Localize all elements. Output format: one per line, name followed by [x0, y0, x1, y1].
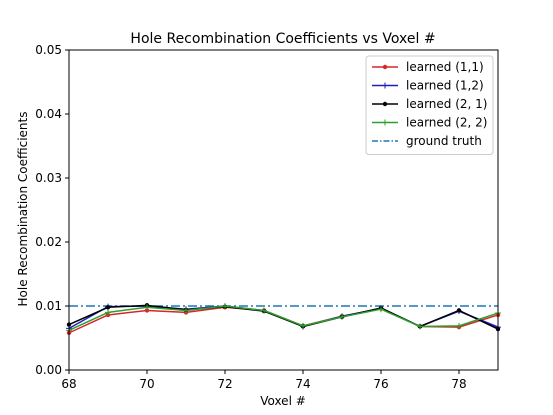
data-point	[105, 305, 111, 310]
x-tick-label: 78	[451, 377, 466, 391]
data-point	[144, 304, 150, 311]
data-point	[456, 308, 462, 313]
data-point	[339, 313, 345, 320]
legend: learned (1,1) learned (1,2) learned (2, 1)…	[365, 55, 494, 155]
legend-label: learned (1,2)	[406, 79, 484, 93]
plot-frame	[68, 49, 499, 371]
data-point	[300, 322, 306, 329]
chart-title: Hole Recombination Coefficients vs Voxel…	[130, 31, 435, 47]
legend-entry: learned (2, 1)	[372, 97, 487, 111]
legend-box	[365, 55, 494, 155]
y-axis-label: Hole Recombination Coefficients	[16, 112, 30, 307]
x-tick-label: 76	[373, 377, 388, 391]
x-tick-label: 72	[217, 377, 232, 391]
x-tick-label: 70	[139, 377, 154, 391]
y-tick-label: 0.00	[35, 363, 62, 377]
y-tick-label: 0.02	[35, 235, 62, 249]
data-point	[183, 307, 189, 314]
legend-label: learned (2, 1)	[406, 97, 487, 111]
data-point	[144, 308, 150, 313]
data-point	[456, 322, 462, 329]
y-tick-label: 0.05	[35, 43, 62, 57]
data-point	[378, 306, 384, 313]
legend-marker	[382, 82, 388, 89]
data-point	[417, 323, 423, 330]
legend-label: ground truth	[406, 134, 482, 148]
plot-area	[66, 303, 501, 336]
x-axis-label: Voxel #	[260, 394, 306, 408]
legend-marker	[382, 101, 388, 107]
x-axis-ticks: 68 70 72 74 76 78	[61, 370, 467, 391]
data-point	[105, 309, 111, 316]
legend-marker	[382, 64, 388, 70]
legend-label: learned (1,1)	[406, 60, 484, 74]
x-tick-label: 68	[61, 377, 76, 391]
axes	[68, 49, 499, 371]
legend-label: learned (2, 2)	[406, 116, 487, 130]
legend-entry: ground truth	[372, 134, 482, 148]
series-line	[68, 305, 499, 332]
x-tick-label: 74	[295, 377, 310, 391]
y-axis-ticks: 0.00 0.01 0.02 0.03 0.04 0.05	[35, 43, 69, 377]
y-tick-label: 0.03	[35, 171, 62, 185]
legend-entry: learned (1,1)	[372, 60, 484, 74]
data-point	[261, 307, 267, 314]
data-point	[222, 303, 228, 309]
y-tick-label: 0.01	[35, 299, 62, 313]
legend-entry: learned (2, 2)	[372, 116, 487, 130]
legend-entry: learned (1,2)	[372, 79, 484, 93]
legend-marker	[382, 119, 388, 126]
y-tick-label: 0.04	[35, 107, 62, 121]
